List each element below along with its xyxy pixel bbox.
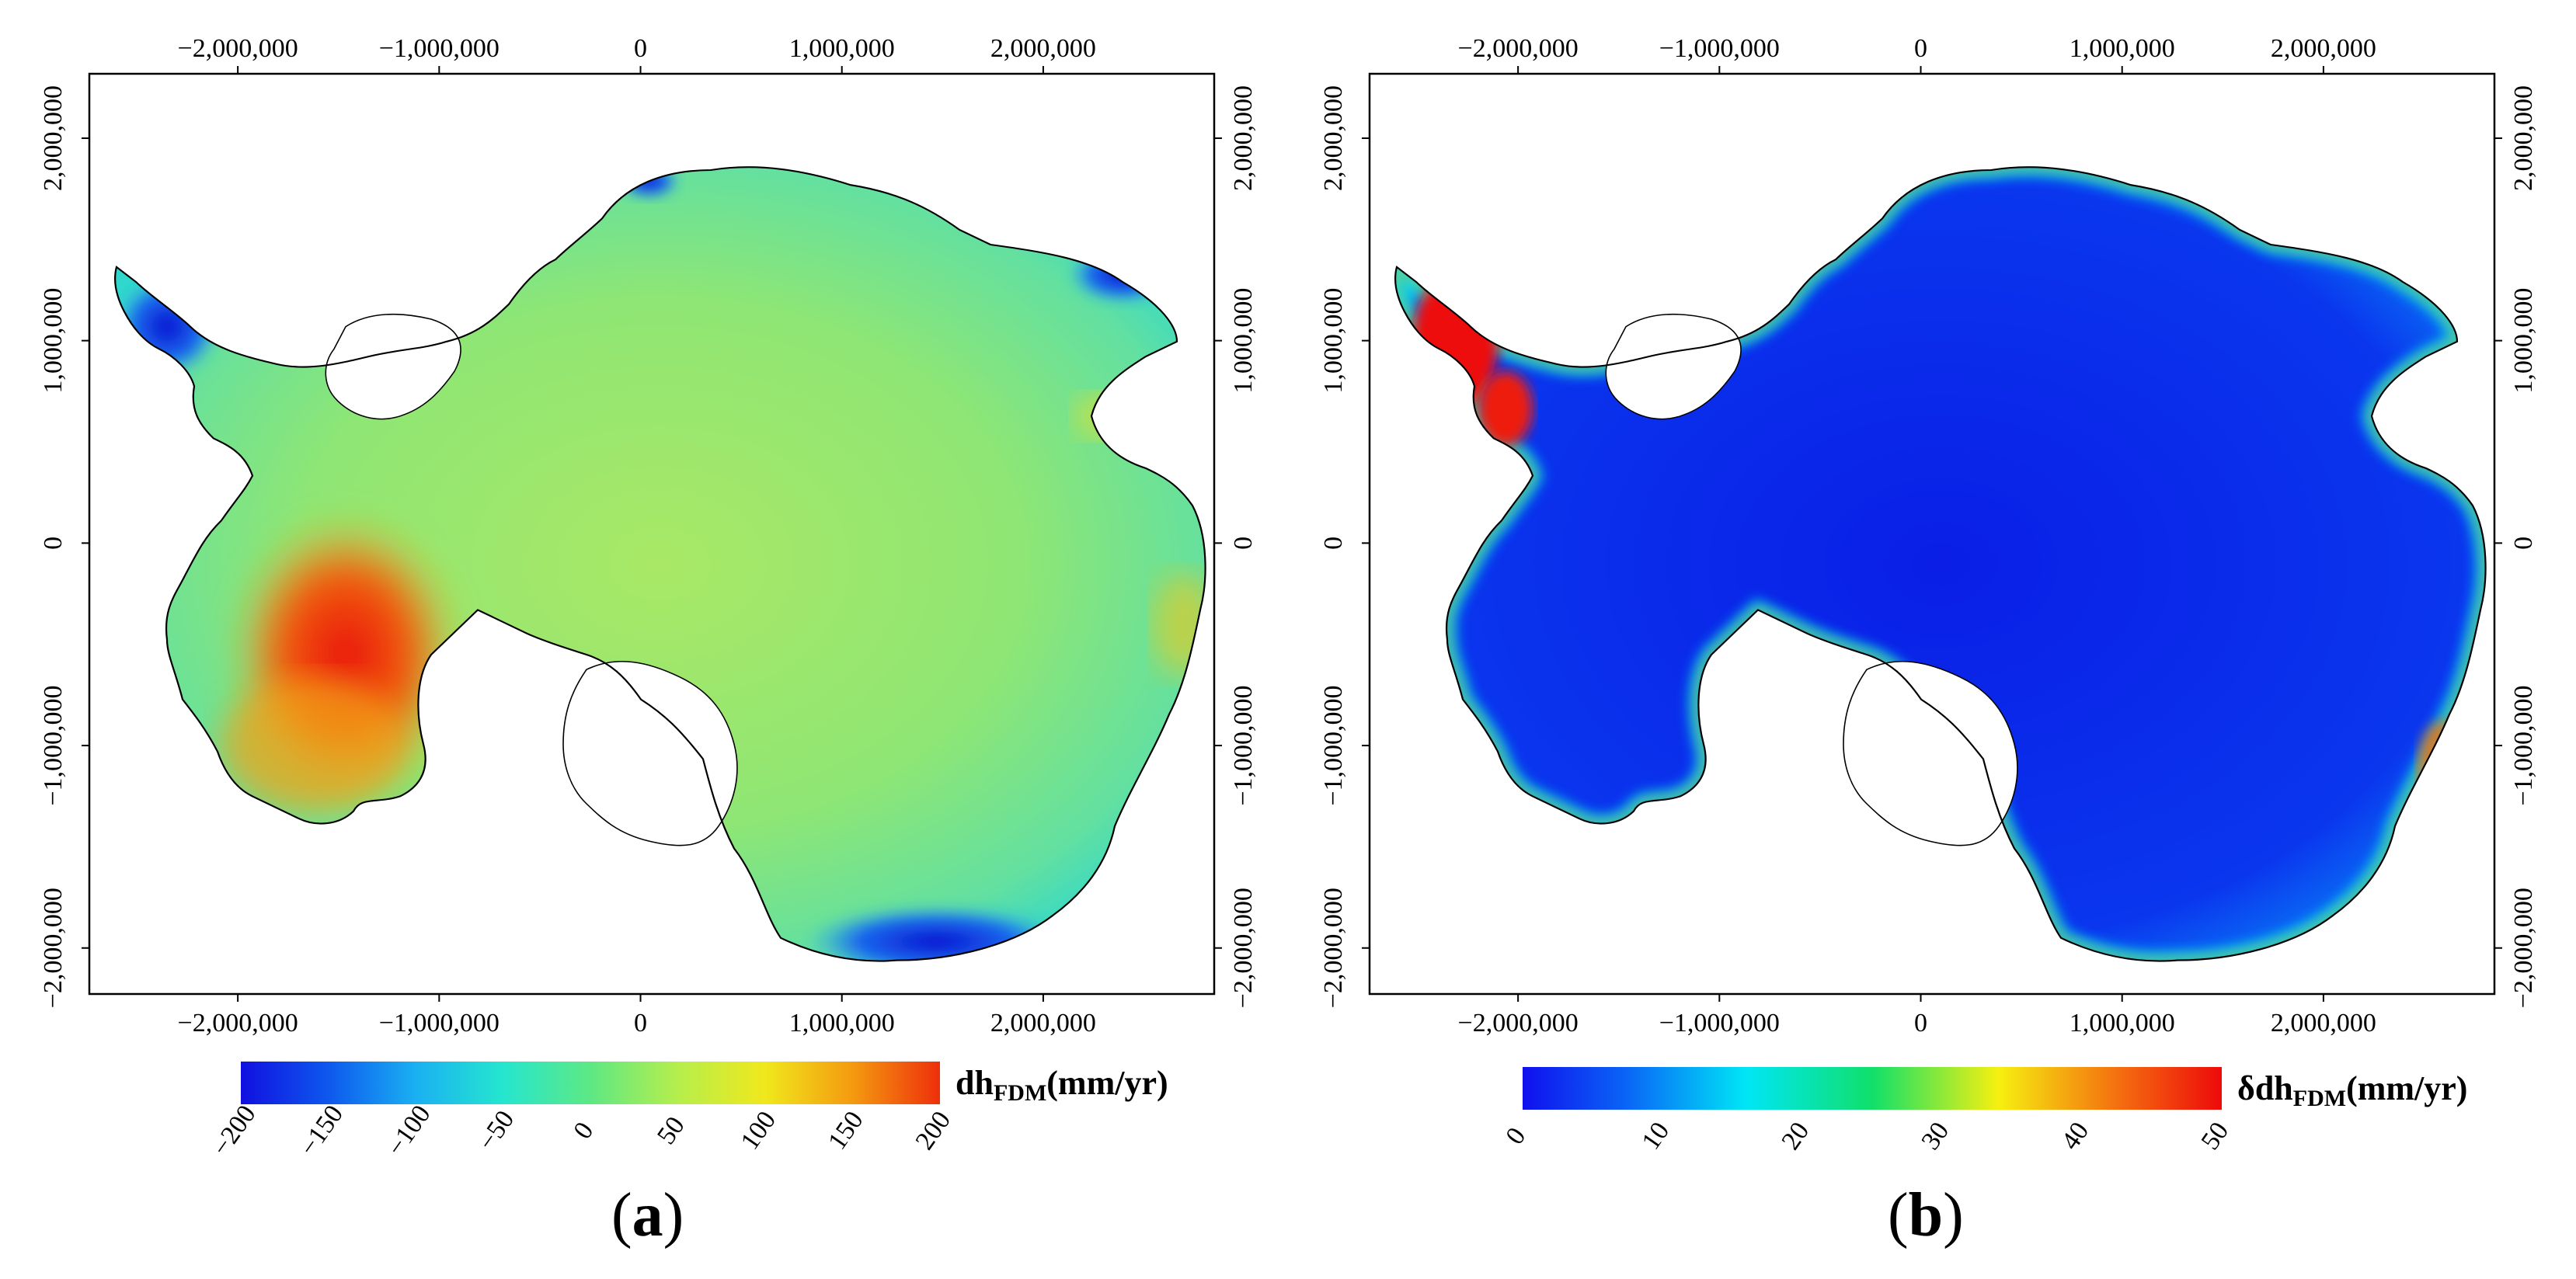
panel-b: −2,000,000 −2,000,000 −1,000,000 −1,000,000… <box>1319 34 2538 1156</box>
colorbar-tick-label: 200 <box>910 1106 957 1155</box>
panel-a: −2,000,000 −2,000,000 −1,000,000 −1,000,000… <box>39 34 1258 1161</box>
x-tick-label-top: −1,000,000 <box>1659 34 1780 63</box>
y-tick-label-left: −2,000,000 <box>39 888 68 1008</box>
y-tick-label-right: −2,000,000 <box>2509 888 2538 1008</box>
colorbar-tick-label: 30 <box>1916 1117 1955 1155</box>
y-tick-label-right: 1,000,000 <box>2509 288 2538 394</box>
y-tick-label-left: 1,000,000 <box>1319 288 1348 394</box>
x-tick-label-bottom: −2,000,000 <box>1458 1009 1579 1037</box>
y-tick-label-left: 2,000,000 <box>1319 85 1348 191</box>
x-tick-label-top: −2,000,000 <box>1458 34 1579 63</box>
y-tick-label-right: 2,000,000 <box>1229 85 1258 191</box>
colorbar-tick-label: −200 <box>207 1100 262 1162</box>
colorbar-gradient <box>1523 1067 2222 1110</box>
colorbar-tick-label: 20 <box>1776 1117 1815 1155</box>
x-tick-label-top: −1,000,000 <box>379 34 500 63</box>
x-tick-label-bottom: 2,000,000 <box>990 1009 1096 1037</box>
x-tick-label-bottom: −1,000,000 <box>1659 1009 1780 1037</box>
colorbar-title: δdhFDM(mm/yr) <box>2237 1069 2467 1111</box>
y-tick-label-right: −1,000,000 <box>1229 685 1258 805</box>
colorbar-tick-label: 10 <box>1636 1117 1675 1155</box>
x-tick-label-top: 2,000,000 <box>2271 34 2376 63</box>
colorbar-tick-label: 50 <box>652 1111 691 1149</box>
x-tick-label-top: 1,000,000 <box>789 34 895 63</box>
x-tick-label-bottom: 1,000,000 <box>2070 1009 2175 1037</box>
panel-label-a: (a) <box>611 1181 684 1249</box>
colorbar-tick-label: 50 <box>2195 1117 2234 1155</box>
y-tick-label-right: 1,000,000 <box>1229 288 1258 394</box>
x-tick-label-top: −2,000,000 <box>178 34 298 63</box>
x-tick-label-bottom: 0 <box>1914 1009 1927 1037</box>
y-tick-label-left: 0 <box>1319 537 1348 550</box>
x-tick-label-bottom: 1,000,000 <box>789 1009 895 1037</box>
colorbar-tick-label: −150 <box>294 1100 350 1162</box>
colorbar-tick-label: 0 <box>568 1117 599 1144</box>
panel-label-b: (b) <box>1888 1181 1964 1249</box>
x-tick-label-top: 1,000,000 <box>2070 34 2175 63</box>
x-tick-label-bottom: 2,000,000 <box>2271 1009 2376 1037</box>
x-tick-label-top: 0 <box>1914 34 1927 63</box>
x-tick-label-bottom: 0 <box>634 1009 647 1037</box>
colorbar-tick-label: 150 <box>823 1106 869 1155</box>
colorbar-tick-label: −100 <box>381 1100 437 1162</box>
y-tick-label-right: −2,000,000 <box>1229 888 1258 1008</box>
y-tick-label-right: −1,000,000 <box>2509 685 2538 805</box>
y-tick-label-left: −1,000,000 <box>39 685 68 805</box>
y-tick-label-right: 0 <box>1229 537 1258 550</box>
colorbar-tick-label: −50 <box>472 1106 520 1156</box>
colorbar-tick-label: 0 <box>1500 1122 1531 1149</box>
colorbar-gradient <box>241 1062 940 1104</box>
x-tick-label-top: 2,000,000 <box>990 34 1096 63</box>
y-tick-label-left: 1,000,000 <box>39 288 68 394</box>
colorbar-tick-label: 40 <box>2056 1117 2094 1155</box>
x-tick-label-top: 0 <box>634 34 647 63</box>
y-tick-label-left: −2,000,000 <box>1319 888 1348 1008</box>
y-tick-label-right: 2,000,000 <box>2509 85 2538 191</box>
y-tick-label-right: 0 <box>2509 537 2538 550</box>
colorbar-title: dhFDM(mm/yr) <box>956 1064 1168 1106</box>
x-tick-label-bottom: −2,000,000 <box>178 1009 298 1037</box>
y-tick-label-left: 2,000,000 <box>39 85 68 191</box>
y-tick-label-left: −1,000,000 <box>1319 685 1348 805</box>
colorbar-tick-label: 100 <box>736 1106 782 1155</box>
y-tick-label-left: 0 <box>39 537 68 550</box>
x-tick-label-bottom: −1,000,000 <box>379 1009 500 1037</box>
